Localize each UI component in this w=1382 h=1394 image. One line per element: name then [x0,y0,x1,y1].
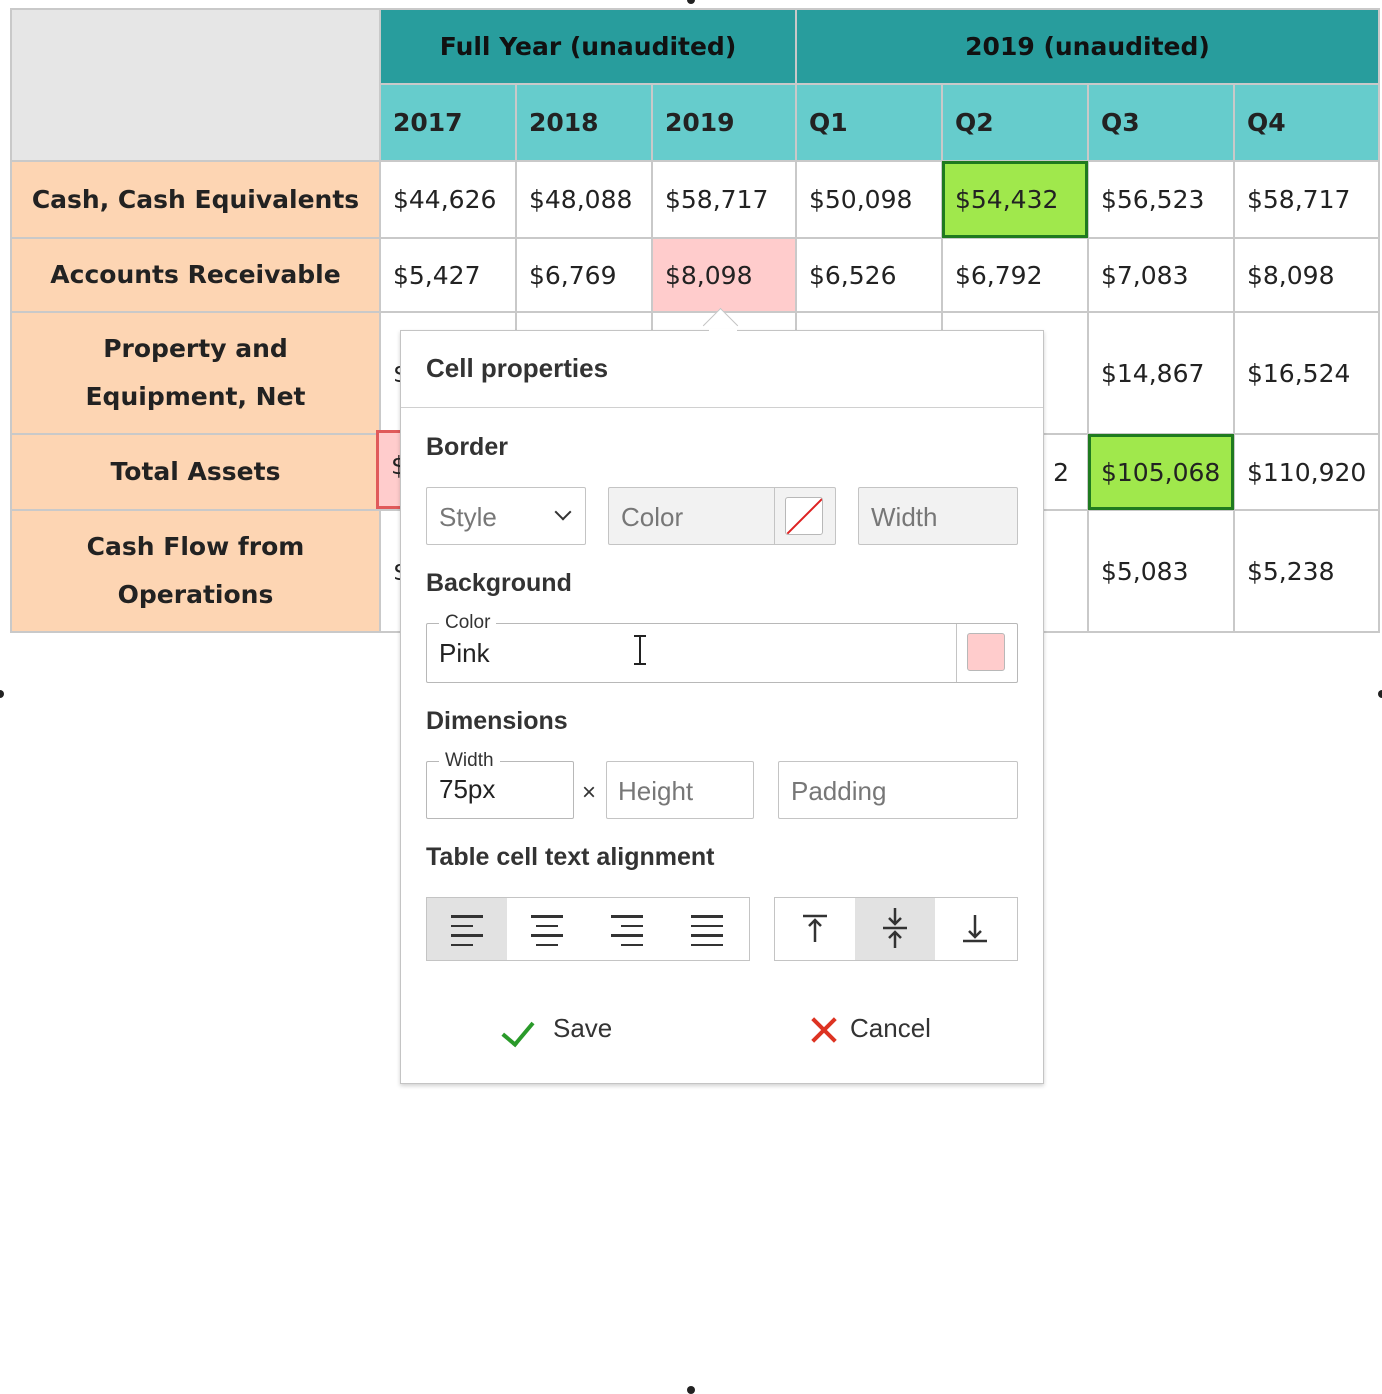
vertical-alignment-group [774,897,1018,961]
col-header-q3[interactable]: Q3 [1087,83,1235,162]
table-cell[interactable]: $58,717 [1233,160,1380,239]
table-cell[interactable]: $44,626 [379,160,517,239]
width-input[interactable]: Width 75px [426,750,574,819]
table-cell[interactable]: $8,098 [1233,237,1380,313]
corner-cell[interactable] [10,8,381,162]
col-header-2017[interactable]: 2017 [379,83,517,162]
row-header[interactable]: Cash Flow from Operations [10,509,381,633]
col-header-q1[interactable]: Q1 [795,83,943,162]
table-cell[interactable]: $56,523 [1087,160,1235,239]
border-style-dropdown[interactable]: Style [426,487,586,545]
align-top-icon[interactable] [775,898,855,960]
table-cell[interactable]: $14,867 [1087,311,1235,435]
group-header-full-year[interactable]: Full Year (unaudited) [379,8,797,85]
resize-handle-bottom[interactable] [687,1386,695,1394]
border-width-input[interactable]: Width [858,487,1018,545]
table-cell-highlighted[interactable]: $105,068 [1087,433,1235,511]
times-sign: × [582,779,597,806]
height-input[interactable]: Height [606,761,754,819]
col-header-q2[interactable]: Q2 [941,83,1089,162]
group-header-2019[interactable]: 2019 (unaudited) [795,8,1380,85]
background-color-value: Pink [439,638,490,668]
table-row: Accounts Receivable $5,427 $6,769 $8,098… [10,237,1380,313]
table-cell-highlighted[interactable]: $54,432 [941,160,1089,239]
table-cell-selected[interactable]: $8,098 [651,237,797,313]
table-cell[interactable]: $16,524 [1233,311,1380,435]
background-section-title: Background [426,569,572,597]
align-middle-icon[interactable] [855,898,935,960]
panel-title: Cell properties [426,353,609,383]
cell-properties-panel: Cell properties Border Style Color Width… [400,329,1044,1084]
align-left-icon[interactable] [427,898,507,960]
table-row: Cash, Cash Equivalents $44,626 $48,088 $… [10,160,1380,239]
border-section-title: Border [426,433,508,461]
table-cell[interactable]: $5,427 [379,237,517,313]
close-icon [811,1017,837,1043]
table-cell[interactable]: $58,717 [651,160,797,239]
table-cell[interactable]: $48,088 [515,160,653,239]
table-cell[interactable]: $5,083 [1087,509,1235,633]
border-width-placeholder: Width [871,502,938,532]
resize-handle-left[interactable] [0,690,4,698]
width-label: Width [439,750,500,772]
resize-handle-top[interactable] [687,0,695,4]
border-color-input[interactable]: Color [608,487,836,545]
border-color-picker-button[interactable] [774,488,835,544]
table-cell[interactable]: $7,083 [1087,237,1235,313]
padding-input[interactable]: Padding [778,761,1018,819]
chevron-down-icon [554,503,572,521]
text-cursor-icon [633,635,647,665]
align-center-icon[interactable] [507,898,587,960]
align-bottom-icon[interactable] [935,898,1015,960]
save-button[interactable]: Save [553,1013,613,1043]
border-style-placeholder: Style [439,502,497,532]
check-icon [501,1012,535,1048]
padding-placeholder: Padding [791,776,887,806]
col-header-2019[interactable]: 2019 [651,83,797,162]
no-color-swatch-icon [785,497,823,535]
border-color-placeholder: Color [621,502,684,532]
align-justify-icon[interactable] [667,898,747,960]
table-cell[interactable]: $5,238 [1233,509,1380,633]
col-header-2018[interactable]: 2018 [515,83,653,162]
background-color-label: Color [439,612,497,634]
background-color-picker-button[interactable] [956,624,1017,682]
resize-handle-right[interactable] [1378,690,1382,698]
col-header-q4[interactable]: Q4 [1233,83,1380,162]
table-cell[interactable]: $6,792 [941,237,1089,313]
horizontal-alignment-group [426,897,750,961]
table-cell[interactable]: $6,526 [795,237,943,313]
alignment-section-title: Table cell text alignment [426,843,715,871]
background-color-input[interactable]: Color Pink [426,612,1018,683]
row-header[interactable]: Cash, Cash Equivalents [10,160,381,239]
row-header[interactable]: Total Assets [10,433,381,511]
table-cell[interactable]: $6,769 [515,237,653,313]
align-right-icon[interactable] [587,898,667,960]
table-cell[interactable]: $50,098 [795,160,943,239]
row-header[interactable]: Accounts Receivable [10,237,381,313]
dimensions-section-title: Dimensions [426,707,568,735]
cancel-button[interactable]: Cancel [850,1013,931,1043]
panel-divider [401,407,1043,408]
height-placeholder: Height [618,776,694,806]
width-value: 75px [439,774,496,804]
table-cell[interactable]: $110,920 [1233,433,1380,511]
pink-swatch-icon [967,633,1005,671]
row-header[interactable]: Property and Equipment, Net [10,311,381,435]
